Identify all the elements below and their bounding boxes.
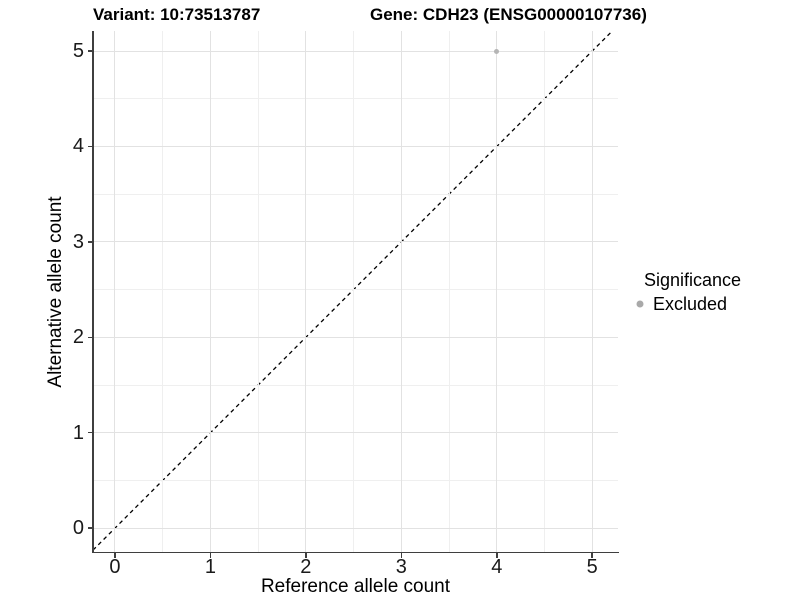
x-tick-label: 5 (586, 556, 598, 578)
x-tick-label: 0 (109, 556, 121, 578)
y-tick-mark (88, 241, 93, 243)
excluded-point-icon (636, 300, 644, 308)
y-axis-line (92, 31, 94, 553)
x-major-gridline (591, 31, 593, 552)
x-axis-line (92, 551, 619, 554)
x-major-gridline (400, 31, 402, 552)
variant-title: Variant: 10:73513787 (93, 5, 261, 24)
y-major-gridline (93, 527, 618, 529)
x-tick-mark (209, 553, 212, 558)
x-tick-label: 2 (300, 556, 312, 578)
x-minor-gridline (448, 31, 450, 552)
legend: Significance Excluded (632, 268, 741, 315)
y-minor-gridline (93, 384, 618, 386)
y-tick-label: 4 (72, 135, 84, 158)
x-tick-label: 3 (395, 556, 407, 578)
identity-line-layer (92, 30, 613, 551)
y-tick-label: 2 (72, 326, 84, 349)
y-major-gridline (93, 50, 618, 52)
x-minor-gridline (162, 31, 164, 552)
legend-title: Significance (644, 270, 742, 290)
x-major-gridline (209, 31, 211, 552)
gene-title: Gene: CDH23 (ENSG00000107736) (370, 5, 647, 24)
x-axis-title: Reference allele count (260, 576, 451, 597)
legend-item-excluded: Excluded (632, 293, 741, 315)
y-major-gridline (93, 432, 618, 434)
y-minor-gridline (93, 98, 618, 100)
x-major-gridline (114, 31, 116, 552)
x-minor-gridline (544, 31, 545, 552)
data-point (494, 48, 500, 54)
y-tick-mark (88, 145, 93, 148)
y-axis-title: Alternative allele count (45, 196, 66, 388)
y-major-gridline (93, 241, 618, 243)
y-tick-mark (88, 50, 93, 52)
x-major-gridline (305, 31, 307, 552)
y-tick-label: 3 (72, 230, 84, 253)
x-tick-mark (591, 553, 593, 558)
x-tick-label: 4 (491, 556, 503, 578)
x-minor-gridline (353, 31, 355, 552)
y-minor-gridline (93, 193, 618, 195)
y-tick-mark (88, 527, 93, 529)
y-minor-gridline (93, 289, 618, 291)
x-minor-gridline (257, 31, 259, 552)
legend-item-label: Excluded (653, 294, 728, 314)
y-tick-mark (88, 431, 93, 434)
y-minor-gridline (93, 479, 618, 481)
legend-key (632, 296, 648, 312)
y-tick-label: 0 (72, 517, 84, 540)
y-tick-mark (88, 336, 93, 339)
x-tick-mark (400, 553, 403, 558)
plot-panel (92, 30, 618, 552)
x-tick-mark (114, 553, 116, 558)
x-tick-mark (305, 553, 307, 558)
y-tick-label: 1 (72, 421, 84, 444)
x-tick-label: 1 (204, 556, 216, 578)
y-major-gridline (93, 336, 618, 338)
x-tick-mark (496, 553, 498, 558)
identity-dashed-line (92, 30, 613, 551)
y-major-gridline (93, 145, 618, 147)
y-tick-label: 5 (72, 40, 84, 63)
x-major-gridline (496, 31, 498, 552)
